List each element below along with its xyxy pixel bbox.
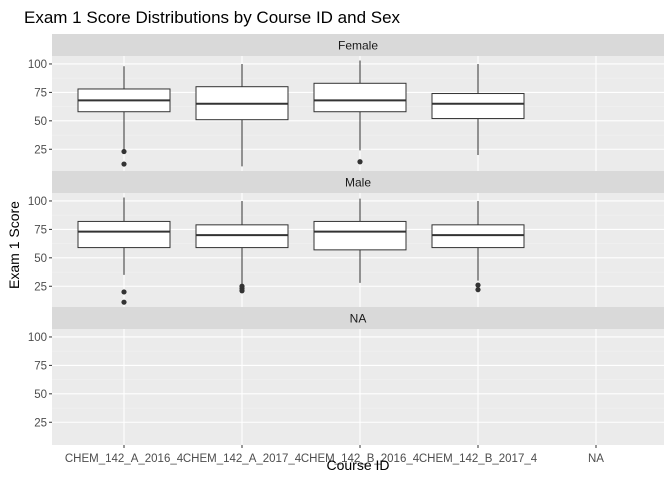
x-tick-label: CHEM_142_B_2016_4 — [301, 453, 420, 465]
outlier-point — [121, 289, 127, 295]
y-tick-label: 25 — [34, 144, 47, 156]
outlier-point — [475, 282, 481, 288]
box-chem_142_b_2017_4 — [431, 63, 525, 155]
box-iqr — [313, 220, 407, 251]
facet-female: Female 25 50 75 100 — [28, 34, 664, 172]
panel-background — [52, 56, 664, 172]
y-tick-label: 50 — [34, 253, 47, 265]
y-tick-label: 50 — [34, 389, 47, 401]
y-tick-label: 100 — [28, 332, 47, 344]
facet-strip — [52, 34, 664, 56]
chart-title: Exam 1 Score Distributions by Course ID … — [24, 8, 401, 27]
y-axis-label: Exam 1 Score — [6, 201, 22, 289]
box-chem_142_a_2017_4 — [195, 63, 289, 167]
box-chem_142_b_2017_4 — [431, 200, 525, 293]
y-tick-label: 100 — [28, 59, 47, 71]
x-tick-label: CHEM_142_B_2017_4 — [419, 453, 538, 465]
box-chem_142_a_2016_4 — [77, 66, 171, 167]
panel-background — [52, 193, 664, 309]
x-axis: CHEM_142_A_2016_4 CHEM_142_A_2017_4 CHEM_1… — [65, 445, 604, 465]
facet-strip-label: Female — [338, 39, 378, 53]
y-tick-label: 75 — [34, 224, 47, 236]
facet-na: NA 25 50 75 100 — [28, 307, 664, 445]
box-iqr — [431, 224, 525, 249]
x-tick-label: CHEM_142_A_2016_4 — [65, 453, 184, 465]
y-tick-label: 25 — [34, 417, 47, 429]
outlier-point — [121, 299, 127, 305]
y-tick-label: 25 — [34, 281, 47, 293]
x-tick-label: CHEM_142_A_2017_4 — [183, 453, 302, 465]
y-tick-label: 100 — [28, 196, 47, 208]
facet-strip — [52, 171, 664, 193]
facet-panels: Female 25 50 75 100 Male 25 50 75 100 NA 25 50 75 100 — [28, 34, 664, 445]
box-iqr — [431, 93, 525, 120]
box-iqr — [195, 224, 289, 249]
box-chem_142_b_2016_4 — [313, 198, 407, 283]
box-chem_142_b_2016_4 — [313, 60, 407, 165]
panel-background — [52, 329, 664, 445]
facet-strip — [52, 307, 664, 329]
facet-male: Male 25 50 75 100 — [28, 171, 664, 309]
y-tick-label: 75 — [34, 360, 47, 372]
facet-strip-label: Male — [345, 176, 371, 190]
outlier-point — [475, 287, 481, 293]
box-chem_142_a_2017_4 — [195, 200, 289, 294]
outlier-point — [357, 159, 363, 165]
y-tick-label: 50 — [34, 116, 47, 128]
outlier-point — [239, 288, 245, 294]
x-axis-label: Course ID — [326, 457, 389, 473]
box-iqr — [313, 82, 407, 113]
facet-strip-label: NA — [350, 312, 367, 326]
box-iqr — [77, 220, 171, 249]
x-tick-label: NA — [588, 453, 604, 465]
box-chem_142_a_2016_4 — [77, 197, 171, 305]
outlier-point — [121, 148, 127, 155]
outlier-point — [121, 161, 127, 167]
y-tick-label: 75 — [34, 87, 47, 99]
